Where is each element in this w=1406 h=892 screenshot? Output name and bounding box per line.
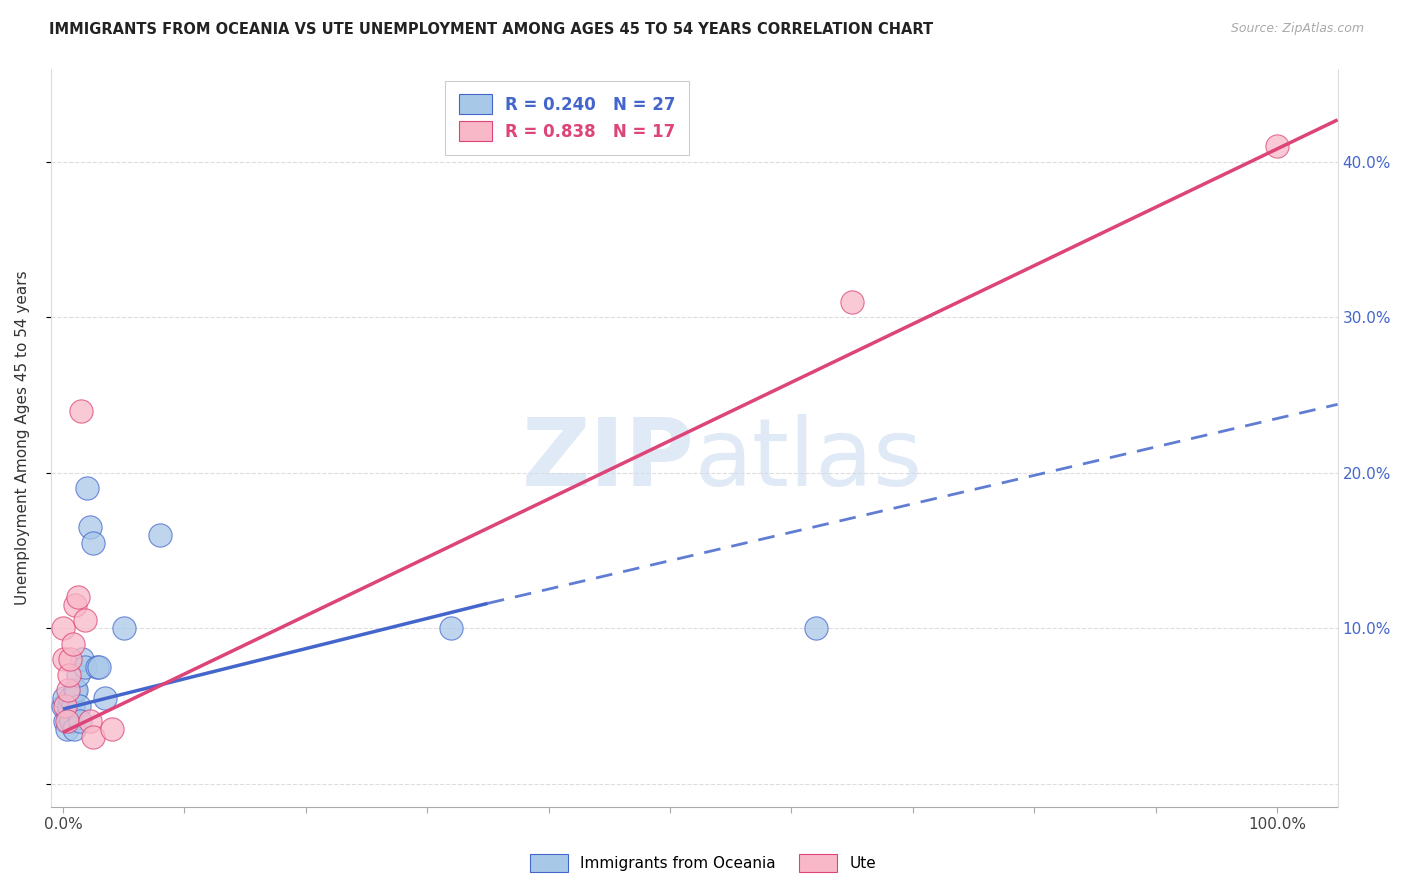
Point	[79, 714, 101, 729]
Point	[149, 528, 172, 542]
Text: atlas: atlas	[695, 414, 922, 506]
Point	[58, 668, 80, 682]
Point	[804, 621, 827, 635]
Point	[52, 698, 75, 713]
Point	[55, 698, 77, 713]
Point	[89, 660, 111, 674]
Point	[58, 698, 80, 713]
Point	[55, 714, 77, 729]
Point	[59, 652, 82, 666]
Point	[52, 621, 75, 635]
Point	[56, 706, 79, 721]
Point	[94, 691, 117, 706]
Legend: R = 0.240   N = 27, R = 0.838   N = 17: R = 0.240 N = 27, R = 0.838 N = 17	[446, 80, 689, 154]
Point	[62, 698, 84, 713]
Point	[82, 535, 104, 549]
Point	[63, 723, 86, 737]
Point	[79, 520, 101, 534]
Text: Source: ZipAtlas.com: Source: ZipAtlas.com	[1230, 22, 1364, 36]
Point	[55, 714, 77, 729]
Point	[65, 683, 87, 698]
Legend: Immigrants from Oceania, Ute: Immigrants from Oceania, Ute	[522, 846, 884, 880]
Point	[1265, 139, 1288, 153]
Point	[66, 668, 89, 682]
Point	[63, 598, 86, 612]
Point	[70, 403, 93, 417]
Point	[82, 730, 104, 744]
Point	[86, 660, 108, 674]
Point	[55, 723, 77, 737]
Point	[60, 714, 83, 729]
Point	[72, 652, 94, 666]
Text: ZIP: ZIP	[522, 414, 695, 506]
Point	[440, 621, 463, 635]
Y-axis label: Unemployment Among Ages 45 to 54 years: Unemployment Among Ages 45 to 54 years	[15, 270, 30, 605]
Point	[66, 590, 89, 604]
Point	[69, 714, 91, 729]
Point	[59, 691, 82, 706]
Point	[76, 481, 98, 495]
Point	[63, 683, 86, 698]
Point	[100, 723, 122, 737]
Point	[62, 637, 84, 651]
Point	[67, 698, 90, 713]
Point	[53, 691, 76, 706]
Point	[841, 294, 863, 309]
Text: IMMIGRANTS FROM OCEANIA VS UTE UNEMPLOYMENT AMONG AGES 45 TO 54 YEARS CORRELATIO: IMMIGRANTS FROM OCEANIA VS UTE UNEMPLOYM…	[49, 22, 934, 37]
Point	[53, 652, 76, 666]
Point	[73, 660, 96, 674]
Point	[56, 683, 79, 698]
Point	[112, 621, 135, 635]
Point	[73, 614, 96, 628]
